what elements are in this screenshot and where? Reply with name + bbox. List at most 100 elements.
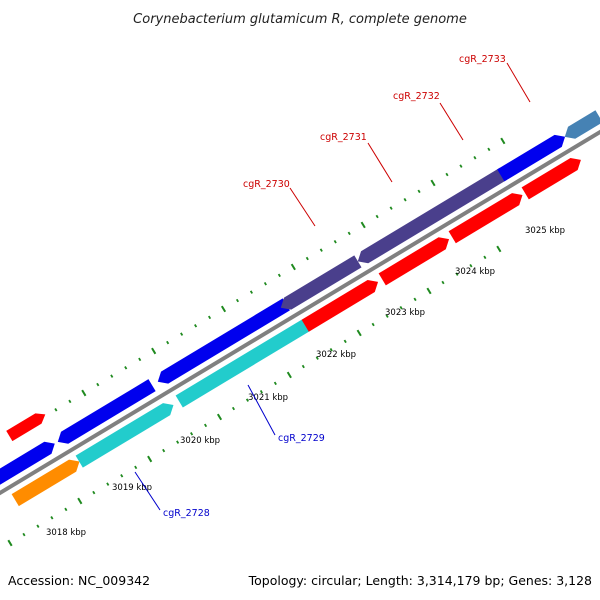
inner-tick bbox=[371, 322, 375, 327]
kbp-label-3024: 3024 kbp bbox=[455, 267, 495, 277]
outer-tick bbox=[375, 214, 379, 219]
kbp-label-3025: 3025 kbp bbox=[525, 226, 565, 236]
gene-blue-1 bbox=[0, 441, 55, 485]
outer-tick bbox=[417, 189, 421, 194]
outer-tick bbox=[430, 179, 436, 187]
inner-tick bbox=[315, 356, 319, 360]
outer-tick bbox=[68, 399, 72, 404]
inner-tick bbox=[385, 314, 389, 318]
kbp-labels: 3018 kbp 3019 kbp 3020 kbp 3021 kbp 3022… bbox=[46, 226, 565, 538]
outer-tick bbox=[138, 357, 142, 362]
inner-tick bbox=[273, 381, 277, 386]
inner-tick bbox=[329, 347, 333, 352]
outer-tick bbox=[403, 197, 407, 202]
gene-cyan-1 bbox=[75, 403, 174, 468]
leader-cgR-2728 bbox=[134, 471, 161, 511]
inner-tick bbox=[441, 280, 445, 285]
inner-tick bbox=[190, 432, 194, 436]
inner-tick bbox=[399, 305, 403, 310]
outer-tick bbox=[96, 382, 100, 387]
gene-blue-2 bbox=[57, 379, 156, 444]
kbp-label-3023: 3023 kbp bbox=[385, 308, 425, 318]
outer-tick bbox=[305, 256, 309, 261]
gene-labels: cgR_2728 cgR_2729 cgR_2730 cgR_2731 cgR_… bbox=[163, 54, 506, 519]
topology-text: Topology: circular; Length: 3,314,179 bp… bbox=[248, 573, 592, 588]
outer-tick bbox=[473, 155, 477, 160]
gene-label-cgR-2733: cgR_2733 bbox=[459, 54, 506, 65]
gene-red-small bbox=[6, 413, 46, 442]
tick-marks bbox=[7, 137, 506, 547]
outer-tick bbox=[151, 347, 157, 355]
leader-cgR-2732 bbox=[439, 102, 464, 141]
inner-tick bbox=[50, 516, 54, 520]
inner-tick bbox=[204, 423, 208, 428]
leader-cgR-2733 bbox=[506, 62, 531, 103]
gene-purple-cgR-2731 bbox=[357, 167, 508, 264]
gene-features bbox=[0, 110, 600, 507]
leader-cgR-2729 bbox=[247, 384, 276, 436]
inner-tick bbox=[120, 474, 124, 478]
inner-tick bbox=[469, 263, 473, 268]
inner-tick bbox=[7, 539, 13, 547]
outer-tick bbox=[81, 389, 87, 397]
outer-tick bbox=[180, 332, 184, 336]
gene-blue-cgR-2733 bbox=[497, 134, 566, 182]
inner-tick bbox=[162, 448, 166, 453]
inner-tick bbox=[231, 406, 236, 411]
gene-label-cgR-2730: cgR_2730 bbox=[243, 179, 290, 190]
kbp-label-3018: 3018 kbp bbox=[46, 528, 86, 538]
map-title: Corynebacterium glutamicum R, complete g… bbox=[133, 12, 467, 27]
gene-orange-cgR-2728 bbox=[11, 459, 80, 507]
outer-tick bbox=[208, 315, 212, 320]
accession-text: Accession: NC_009342 bbox=[8, 573, 151, 588]
gene-label-cgR-2731: cgR_2731 bbox=[320, 132, 367, 143]
kbp-label-3020: 3020 kbp bbox=[180, 436, 220, 446]
kbp-label-3022: 3022 kbp bbox=[316, 350, 356, 360]
inner-tick bbox=[301, 364, 305, 369]
inner-tick bbox=[92, 490, 96, 495]
inner-tick bbox=[134, 465, 138, 470]
outer-tick bbox=[445, 172, 449, 177]
inner-tick bbox=[106, 482, 110, 486]
inner-tick bbox=[64, 507, 68, 512]
outer-tick bbox=[487, 147, 491, 152]
inner-tick bbox=[426, 287, 432, 295]
outer-tick bbox=[194, 324, 198, 328]
gene-cyan-cgR-2729 bbox=[175, 319, 313, 408]
leader-cgR-2731 bbox=[367, 142, 393, 183]
outer-tick bbox=[290, 263, 296, 271]
outer-tick bbox=[277, 273, 281, 278]
inner-tick bbox=[286, 371, 292, 379]
inner-tick bbox=[22, 532, 26, 537]
inner-tick bbox=[483, 255, 487, 260]
outer-tick bbox=[110, 374, 114, 378]
outer-tick bbox=[263, 282, 267, 286]
gene-label-cgR-2729: cgR_2729 bbox=[278, 433, 325, 444]
inner-tick bbox=[343, 339, 347, 344]
outer-tick bbox=[319, 248, 323, 252]
inner-tick bbox=[77, 497, 83, 505]
outer-tick bbox=[220, 305, 227, 313]
inner-tick bbox=[245, 398, 249, 402]
outer-tick bbox=[459, 164, 463, 168]
gene-steel-right bbox=[564, 110, 600, 139]
outer-tick bbox=[235, 298, 240, 303]
inner-tick bbox=[176, 440, 180, 444]
inner-tick bbox=[216, 413, 223, 421]
inner-tick bbox=[413, 297, 417, 302]
inner-tick bbox=[147, 455, 153, 463]
inner-tick bbox=[455, 272, 459, 276]
outer-tick bbox=[389, 206, 393, 210]
outer-tick bbox=[249, 290, 253, 294]
inner-tick bbox=[259, 390, 263, 394]
kbp-label-3021: 3021 kbp bbox=[248, 393, 288, 403]
gene-red-2 bbox=[378, 237, 450, 286]
gene-purple-cgR-2730 bbox=[280, 255, 362, 310]
gene-red-cgR-2732 bbox=[448, 193, 523, 244]
outer-tick bbox=[500, 137, 506, 145]
gene-red-3 bbox=[521, 157, 581, 200]
inner-tick bbox=[496, 245, 502, 253]
outer-tick bbox=[124, 366, 128, 370]
gene-label-cgR-2728: cgR_2728 bbox=[163, 508, 210, 519]
backbone-line bbox=[0, 129, 600, 496]
